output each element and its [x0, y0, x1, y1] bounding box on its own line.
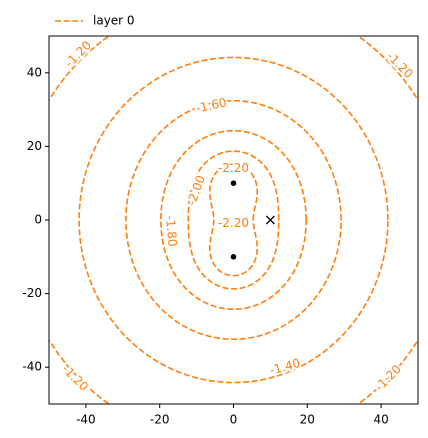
source-point	[230, 253, 237, 260]
contour-label: -2.20	[218, 161, 249, 175]
contour-line	[78, 56, 389, 384]
contour-label: -1.80	[163, 215, 180, 247]
x-tick-label: 20	[300, 413, 315, 427]
y-tick-label: 40	[27, 65, 42, 79]
contour-line	[125, 99, 342, 341]
contour-line	[160, 129, 307, 311]
contour-line	[208, 163, 259, 277]
x-tick-label: -40	[76, 413, 96, 427]
y-tick-label: -20	[22, 286, 42, 300]
x-tick-label: 40	[373, 413, 388, 427]
contour-label: -2.20	[218, 216, 249, 230]
y-tick-label: 20	[27, 139, 42, 153]
y-tick-label: -40	[22, 360, 42, 374]
source-point	[230, 180, 237, 186]
contour-line	[187, 150, 280, 290]
y-tick-label: 0	[34, 213, 42, 227]
x-tick-label: 0	[230, 413, 238, 427]
legend-label: layer 0	[93, 14, 135, 28]
marker-x	[265, 215, 275, 225]
x-tick-label: -20	[150, 413, 170, 427]
